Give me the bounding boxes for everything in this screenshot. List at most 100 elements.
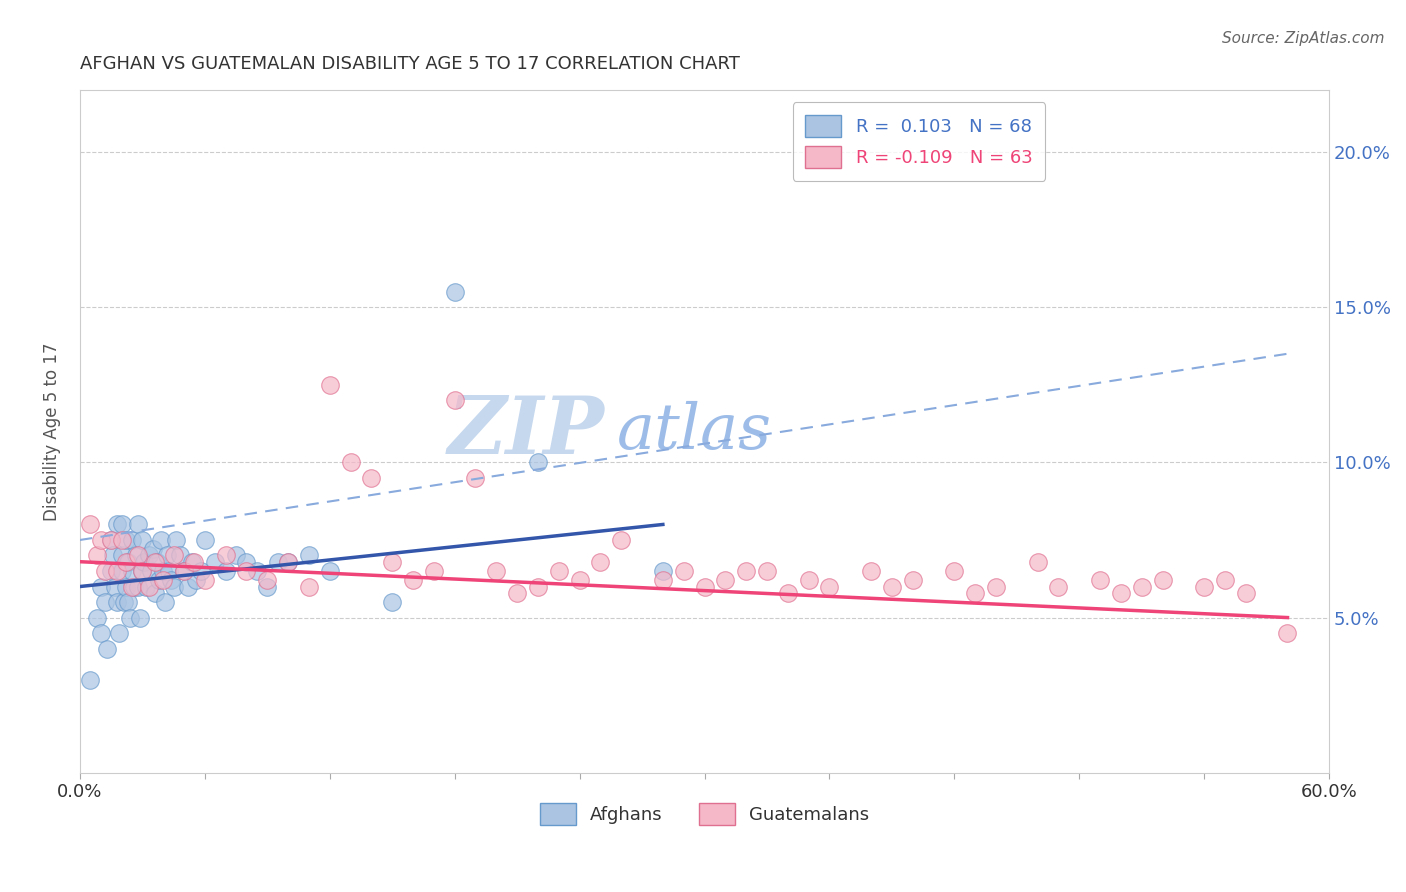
Point — [160, 574, 183, 588]
Point — [714, 574, 737, 588]
Point — [943, 564, 966, 578]
Point — [589, 555, 612, 569]
Point — [157, 564, 180, 578]
Point — [381, 555, 404, 569]
Point — [547, 564, 569, 578]
Point — [464, 471, 486, 485]
Point — [100, 564, 122, 578]
Point — [1047, 580, 1070, 594]
Point — [610, 533, 633, 547]
Point — [339, 455, 361, 469]
Point — [127, 517, 149, 532]
Point — [527, 580, 550, 594]
Point — [135, 580, 157, 594]
Point — [86, 610, 108, 624]
Point — [194, 533, 217, 547]
Point — [90, 533, 112, 547]
Point — [277, 555, 299, 569]
Point — [127, 580, 149, 594]
Point — [485, 564, 508, 578]
Point — [965, 586, 987, 600]
Point — [186, 574, 208, 588]
Point — [94, 595, 117, 609]
Point — [125, 549, 148, 563]
Point — [118, 610, 141, 624]
Point — [1088, 574, 1111, 588]
Point — [181, 555, 204, 569]
Point — [155, 595, 177, 609]
Point — [169, 549, 191, 563]
Point — [117, 555, 139, 569]
Point — [110, 533, 132, 547]
Point — [204, 555, 226, 569]
Point — [443, 393, 465, 408]
Point — [1192, 580, 1215, 594]
Point — [256, 580, 278, 594]
Point — [122, 580, 145, 594]
Point — [131, 533, 153, 547]
Point — [103, 549, 125, 563]
Point — [121, 580, 143, 594]
Point — [104, 580, 127, 594]
Point — [105, 595, 128, 609]
Point — [860, 564, 883, 578]
Point — [110, 517, 132, 532]
Point — [177, 580, 200, 594]
Point — [110, 564, 132, 578]
Point — [527, 455, 550, 469]
Point — [100, 533, 122, 547]
Point — [381, 595, 404, 609]
Point — [651, 574, 673, 588]
Point — [94, 564, 117, 578]
Point — [672, 564, 695, 578]
Point — [256, 574, 278, 588]
Point — [139, 564, 162, 578]
Point — [152, 574, 174, 588]
Point — [1213, 574, 1236, 588]
Point — [108, 626, 131, 640]
Point — [127, 549, 149, 563]
Point — [131, 564, 153, 578]
Point — [1026, 555, 1049, 569]
Point — [90, 580, 112, 594]
Point — [90, 626, 112, 640]
Point — [150, 533, 173, 547]
Point — [110, 549, 132, 563]
Point — [214, 549, 236, 563]
Point — [319, 564, 342, 578]
Point — [506, 586, 529, 600]
Point — [235, 564, 257, 578]
Point — [735, 564, 758, 578]
Legend: Afghans, Guatemalans: Afghans, Guatemalans — [533, 796, 877, 832]
Point — [693, 580, 716, 594]
Point — [156, 549, 179, 563]
Point — [117, 595, 139, 609]
Point — [162, 580, 184, 594]
Point — [138, 580, 160, 594]
Point — [246, 564, 269, 578]
Point — [402, 574, 425, 588]
Point — [1152, 574, 1174, 588]
Point — [173, 564, 195, 578]
Point — [165, 533, 187, 547]
Text: atlas: atlas — [617, 401, 772, 462]
Point — [79, 673, 101, 687]
Point — [100, 533, 122, 547]
Text: ZIP: ZIP — [447, 392, 605, 470]
Point — [190, 564, 212, 578]
Point — [121, 533, 143, 547]
Point — [105, 517, 128, 532]
Point — [162, 549, 184, 563]
Point — [114, 533, 136, 547]
Point — [984, 580, 1007, 594]
Point — [121, 564, 143, 578]
Y-axis label: Disability Age 5 to 17: Disability Age 5 to 17 — [44, 343, 60, 521]
Text: AFGHAN VS GUATEMALAN DISABILITY AGE 5 TO 17 CORRELATION CHART: AFGHAN VS GUATEMALAN DISABILITY AGE 5 TO… — [80, 55, 740, 73]
Point — [319, 377, 342, 392]
Point — [86, 549, 108, 563]
Point — [776, 586, 799, 600]
Point — [114, 580, 136, 594]
Point — [114, 555, 136, 569]
Point — [360, 471, 382, 485]
Point — [134, 555, 156, 569]
